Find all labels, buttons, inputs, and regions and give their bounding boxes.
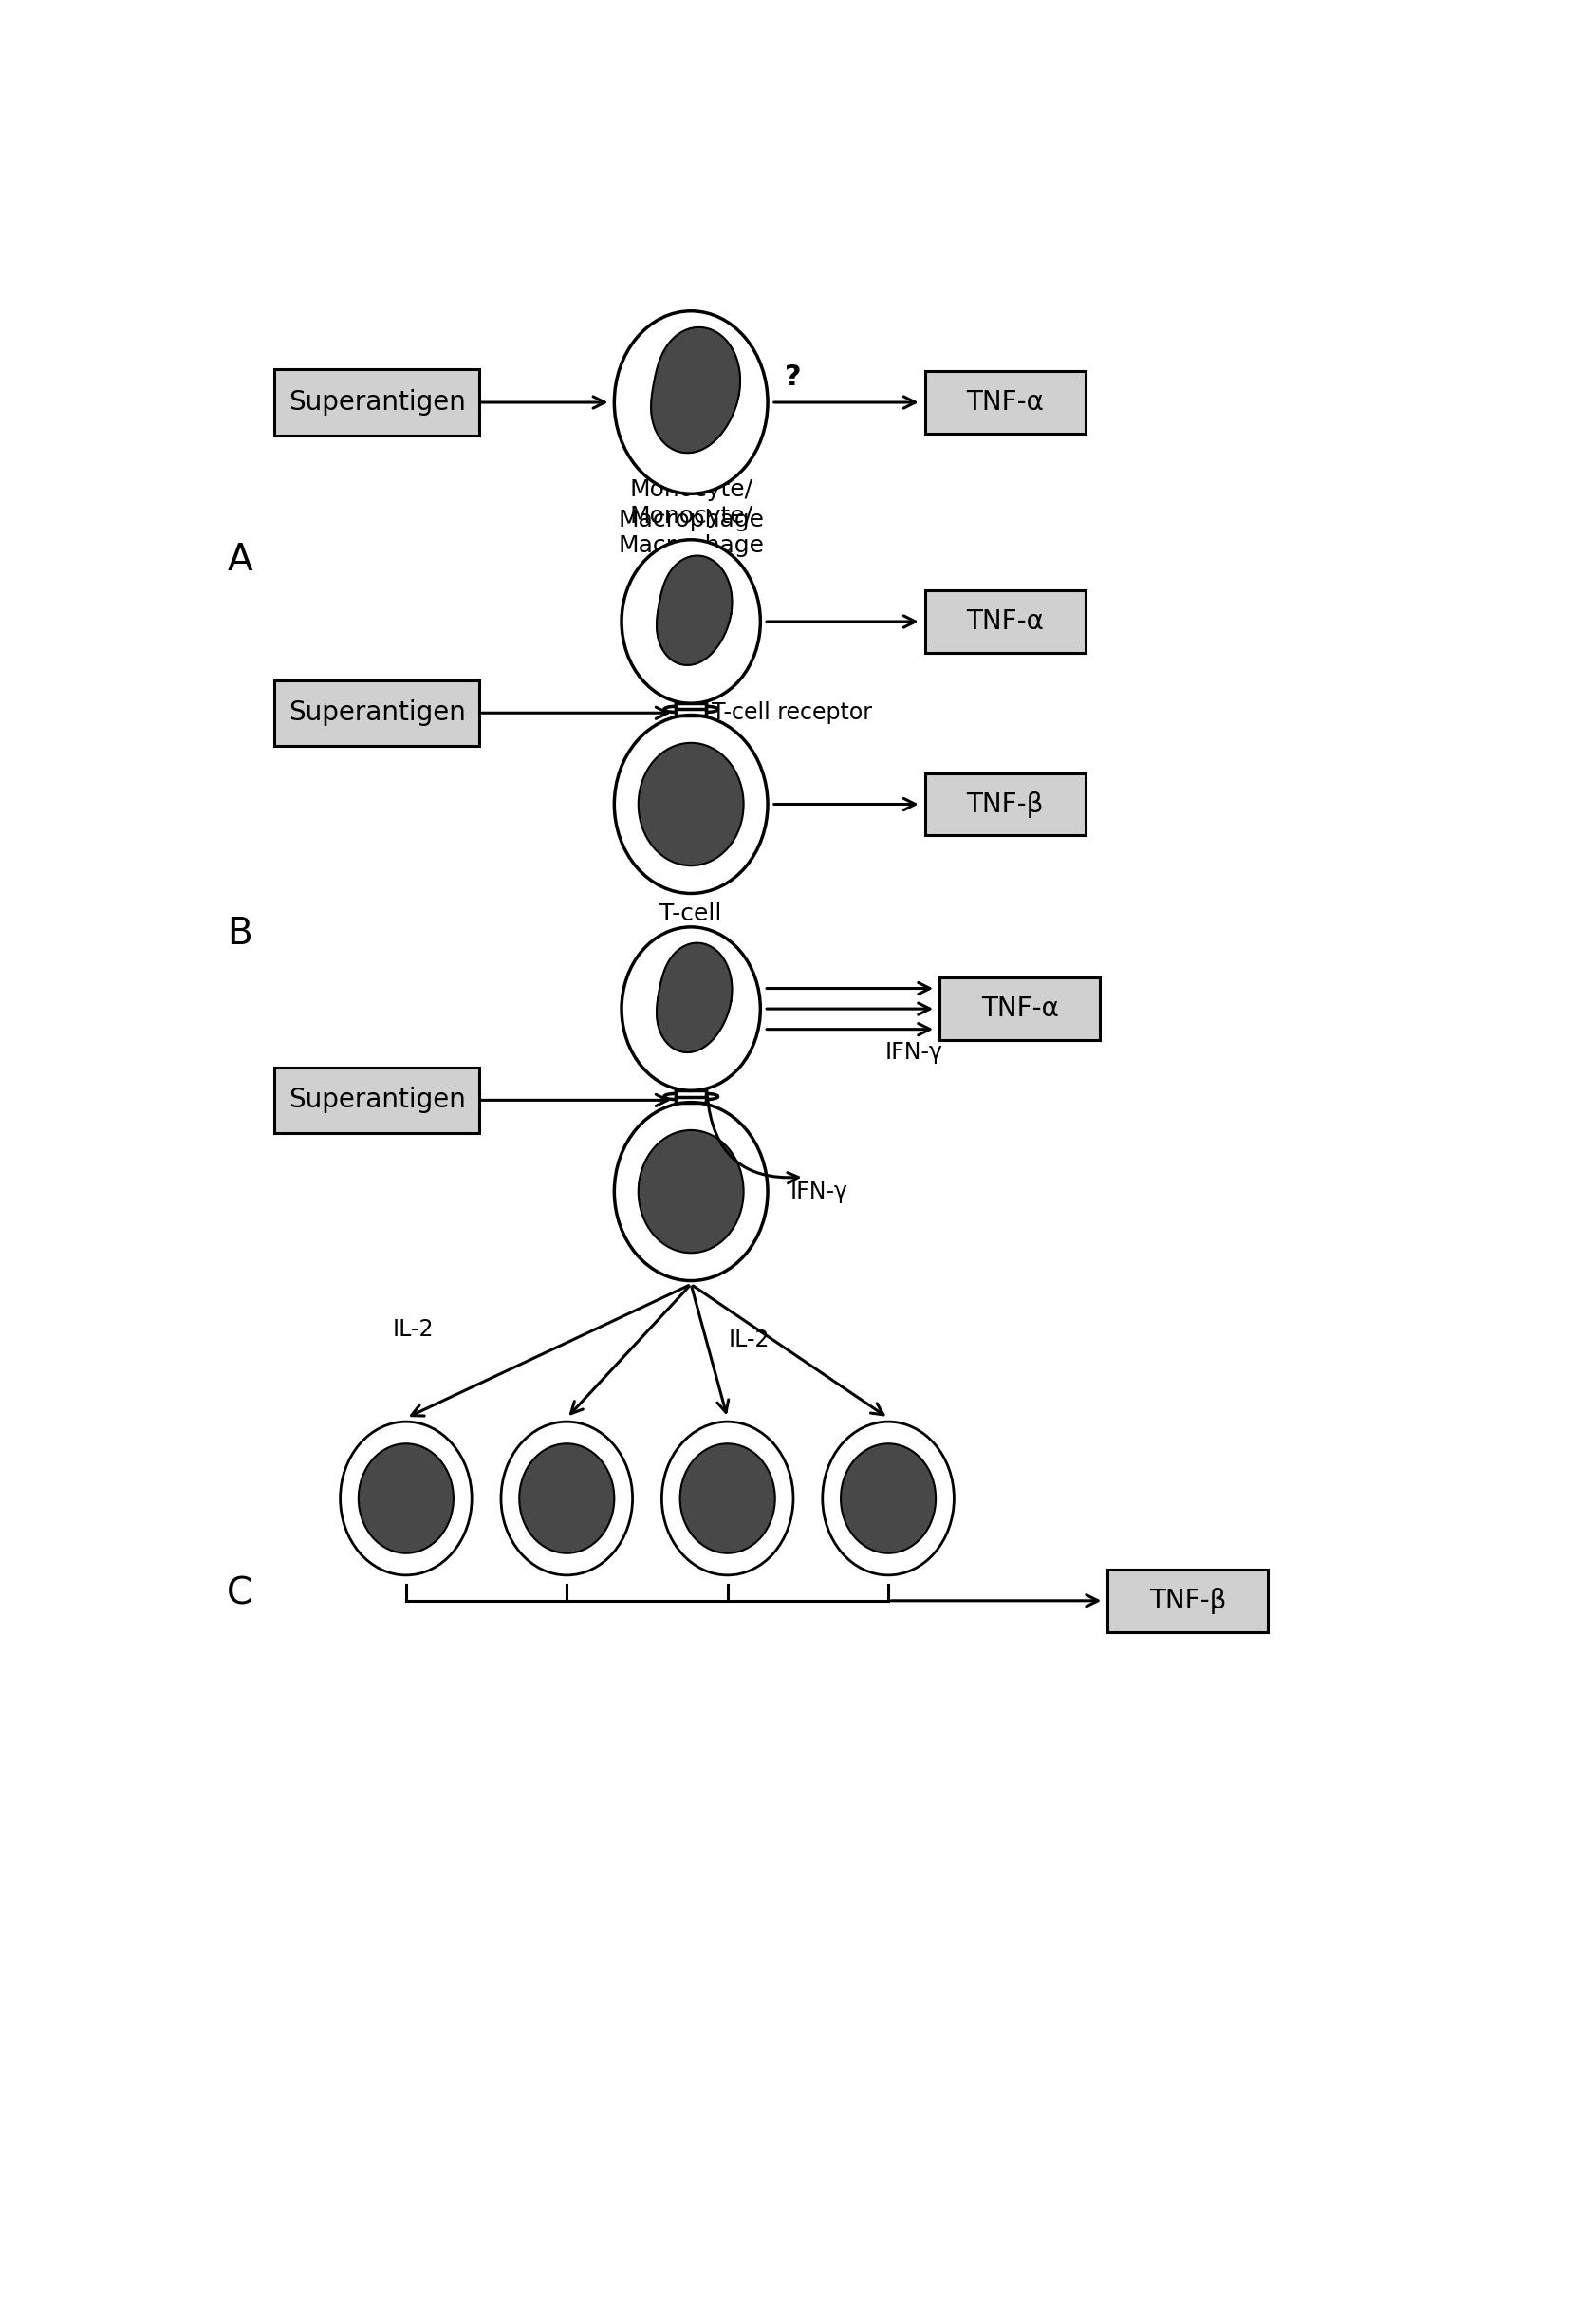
FancyBboxPatch shape — [924, 774, 1085, 834]
Text: B: B — [227, 916, 253, 951]
Ellipse shape — [638, 1129, 744, 1253]
Ellipse shape — [501, 1422, 632, 1576]
Text: IL-2: IL-2 — [728, 1329, 769, 1353]
Ellipse shape — [823, 1422, 954, 1576]
Text: A: A — [227, 541, 253, 576]
Text: Superantigen: Superantigen — [287, 388, 466, 416]
FancyArrowPatch shape — [707, 1095, 797, 1183]
Ellipse shape — [519, 1443, 614, 1552]
Text: Superantigen: Superantigen — [287, 700, 466, 725]
Polygon shape — [657, 944, 731, 1053]
Text: IFN-γ: IFN-γ — [884, 1041, 941, 1064]
Ellipse shape — [621, 927, 759, 1090]
FancyBboxPatch shape — [1107, 1569, 1268, 1631]
Text: IL-2: IL-2 — [393, 1318, 434, 1341]
FancyBboxPatch shape — [275, 370, 478, 435]
Ellipse shape — [621, 539, 759, 704]
Text: ?: ? — [785, 363, 801, 390]
Ellipse shape — [358, 1443, 453, 1552]
Polygon shape — [676, 1090, 706, 1102]
Ellipse shape — [614, 311, 767, 493]
Text: T-cell receptor: T-cell receptor — [711, 702, 872, 725]
FancyBboxPatch shape — [924, 590, 1085, 653]
Text: C: C — [227, 1576, 253, 1611]
Ellipse shape — [339, 1422, 472, 1576]
Text: TNF-β: TNF-β — [1148, 1587, 1225, 1613]
Polygon shape — [657, 555, 731, 665]
Text: TNF-β: TNF-β — [966, 790, 1044, 818]
Ellipse shape — [614, 716, 767, 892]
Text: T-cell: T-cell — [660, 902, 722, 925]
Text: Monocyte/
Macrophage: Monocyte/ Macrophage — [617, 479, 764, 530]
FancyBboxPatch shape — [924, 372, 1085, 432]
Ellipse shape — [638, 744, 744, 865]
Polygon shape — [651, 328, 739, 453]
Text: TNF-α: TNF-α — [966, 388, 1044, 416]
Text: Monocyte/
Macrophage: Monocyte/ Macrophage — [617, 504, 764, 558]
Ellipse shape — [840, 1443, 935, 1552]
FancyBboxPatch shape — [940, 978, 1099, 1039]
Ellipse shape — [614, 1102, 767, 1281]
Ellipse shape — [679, 1443, 775, 1552]
FancyBboxPatch shape — [275, 681, 478, 746]
Text: Superantigen: Superantigen — [287, 1088, 466, 1113]
Ellipse shape — [662, 1422, 793, 1576]
Text: TNF-α: TNF-α — [981, 995, 1058, 1023]
Text: IFN-γ: IFN-γ — [790, 1181, 846, 1204]
Text: TNF-α: TNF-α — [966, 609, 1044, 634]
FancyBboxPatch shape — [275, 1067, 478, 1134]
Polygon shape — [676, 704, 706, 716]
